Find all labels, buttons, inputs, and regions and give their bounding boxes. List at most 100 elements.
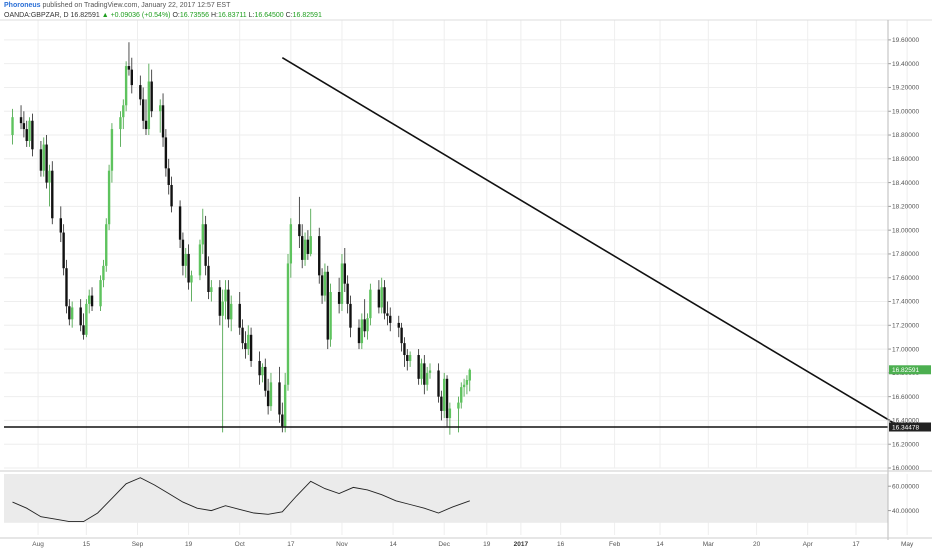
candle-body — [408, 355, 412, 361]
candle-body — [31, 120, 34, 150]
candle-body — [269, 382, 273, 407]
rsi-line — [12, 477, 470, 523]
candle-body — [323, 271, 327, 296]
candle-body — [440, 396, 443, 411]
x-tick-label: 19 — [483, 541, 491, 548]
candle-body — [363, 319, 366, 332]
author-name[interactable]: Phoroneus — [4, 2, 41, 9]
high-value: 16.83711 — [218, 12, 247, 19]
candle-body — [122, 105, 125, 118]
candle-body — [230, 303, 233, 320]
candle-body — [207, 265, 210, 292]
price-change-value: +0.09036 (+0.54%) — [110, 12, 171, 19]
rsi-tick-label: 60.00000 — [892, 483, 919, 490]
candle-body — [386, 313, 389, 316]
candle-body — [281, 414, 284, 427]
candle-body — [337, 292, 341, 304]
candle-body — [70, 307, 74, 320]
candle-body — [167, 168, 170, 185]
candle-body — [11, 117, 14, 136]
candle-body — [340, 263, 344, 304]
candle-body — [247, 334, 250, 350]
x-tick-label: 14 — [389, 541, 397, 548]
candle-body — [184, 253, 187, 266]
open-value: 16.73556 — [179, 12, 210, 19]
candle-body — [110, 129, 114, 171]
rsi-band-fill — [4, 474, 888, 523]
symbol-ohlc-bar: OANDA:GBPZAR, D 16.82591 ▲ +0.09036 (+0.… — [4, 11, 322, 20]
candle-body — [258, 360, 261, 376]
candle-body — [22, 123, 26, 130]
candle-body — [286, 263, 290, 385]
x-tick-label: 20 — [753, 541, 761, 548]
candle-body — [130, 69, 133, 86]
y-tick-label: 17.80000 — [892, 251, 919, 258]
last-price-tag — [889, 365, 931, 375]
trendline[interactable] — [281, 57, 902, 429]
candle-body — [90, 295, 94, 307]
candle-body — [261, 366, 264, 376]
candle-body — [25, 129, 28, 141]
candle-body — [164, 137, 168, 169]
y-tick-label: 18.20000 — [892, 204, 919, 211]
candle-body — [102, 265, 105, 281]
support-price-tag — [889, 422, 931, 432]
y-tick-label: 18.80000 — [892, 132, 919, 139]
candle-body — [147, 81, 151, 130]
x-tick-label: 2017 — [514, 541, 529, 548]
candle-body — [298, 224, 301, 237]
low-key: L: — [248, 12, 255, 19]
candle-body — [65, 268, 68, 307]
candle-body — [59, 218, 62, 233]
y-tick-label: 16.00000 — [892, 465, 919, 472]
y-tick-label: 17.20000 — [892, 322, 919, 329]
candle-body — [346, 283, 349, 304]
x-tick-label: Apr — [803, 541, 814, 548]
candle-body — [278, 382, 281, 415]
candle-body — [437, 370, 440, 397]
candle-body — [428, 370, 432, 373]
candle-body — [400, 327, 403, 344]
x-tick-label: May — [901, 541, 914, 548]
x-tick-label: 17 — [287, 541, 295, 548]
candle-body — [68, 306, 71, 320]
candle-body — [423, 363, 426, 385]
candle-body — [178, 206, 182, 240]
candle-body — [468, 369, 471, 381]
candle-body — [417, 355, 420, 379]
candle-body — [306, 239, 310, 254]
candle-body — [99, 280, 102, 307]
candle-body — [28, 120, 31, 141]
candle-body — [82, 325, 85, 335]
candle-body — [85, 303, 88, 335]
rsi-tick-label: 40.00000 — [892, 508, 919, 515]
y-tick-label: 18.00000 — [892, 227, 919, 234]
candles — [11, 42, 471, 435]
candle-body — [161, 105, 165, 138]
candle-body — [181, 239, 185, 266]
candle-body — [139, 85, 142, 100]
last-price: 16.82591 — [70, 12, 100, 19]
open-key: O: — [172, 12, 180, 19]
candle-body — [320, 275, 324, 296]
candle-body — [39, 149, 43, 171]
candle-body — [303, 239, 307, 260]
last-price-tag-label: 16.82591 — [892, 367, 919, 374]
close-key: C: — [285, 12, 293, 19]
symbol-label[interactable]: OANDA:GBPZAR, D — [4, 12, 69, 19]
drawings[interactable] — [4, 57, 902, 429]
candle-body — [383, 287, 386, 314]
candle-body — [124, 66, 128, 106]
x-tick-label: 15 — [83, 541, 91, 548]
candle-body — [420, 363, 423, 379]
candle-body — [144, 120, 148, 130]
candle-body — [289, 224, 293, 264]
x-tick-label: Sep — [132, 541, 144, 548]
candle-body — [283, 384, 287, 427]
candle-body — [159, 105, 162, 112]
candle-body — [397, 322, 400, 328]
y-tick-label: 17.60000 — [892, 275, 919, 282]
candle-body — [244, 343, 247, 350]
x-tick-label: 19 — [185, 541, 193, 548]
